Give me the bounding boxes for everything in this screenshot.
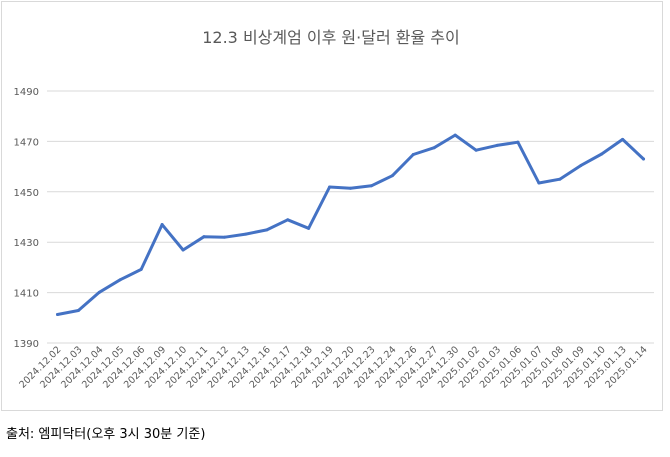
data-point [265,228,269,232]
data-point [118,278,122,282]
data-point [202,235,206,239]
y-tick-label: 1470 [14,137,39,148]
data-point [453,133,457,137]
data-point [286,218,290,222]
data-point [307,226,311,230]
data-point [411,153,415,157]
y-tick-label: 1410 [14,289,39,300]
data-point [55,313,59,317]
series-lines [55,133,646,317]
y-tick-label: 1490 [14,87,39,98]
line-chart: 1390 1410 1430 1450 1470 1490 2024.12.022024.… [14,87,654,391]
data-point [579,164,583,168]
data-point [621,137,625,141]
source-note: 출처: 엠피닥터(오후 3시 30분 기준) [6,427,206,442]
data-point [432,146,436,150]
y-tick-label: 1390 [14,339,39,350]
y-axis-ticks: 1390 1410 1430 1450 1470 1490 [14,87,39,350]
data-point [223,235,227,239]
x-axis-ticks: 2024.12.022024.12.032024.12.042024.12.05… [17,344,649,390]
data-point [642,157,646,161]
y-tick-label: 1430 [14,238,39,249]
data-point [181,248,185,252]
series-line [56,133,645,316]
gridlines [47,90,654,344]
data-point [349,186,352,190]
data-point [474,148,478,152]
y-tick-label: 1450 [14,188,39,199]
data-point [600,152,604,156]
data-point [495,143,499,147]
chart-title: 12.3 비상계엄 이후 원·달러 환율 추이 [202,28,460,47]
data-point [390,174,394,178]
data-point [369,184,373,188]
data-point [328,185,332,189]
data-point [537,181,541,185]
data-point [97,290,101,294]
data-point [516,140,520,144]
data-point [76,308,80,312]
data-point [160,223,164,227]
data-point [139,267,143,271]
data-point [244,232,248,236]
data-point [558,177,562,181]
